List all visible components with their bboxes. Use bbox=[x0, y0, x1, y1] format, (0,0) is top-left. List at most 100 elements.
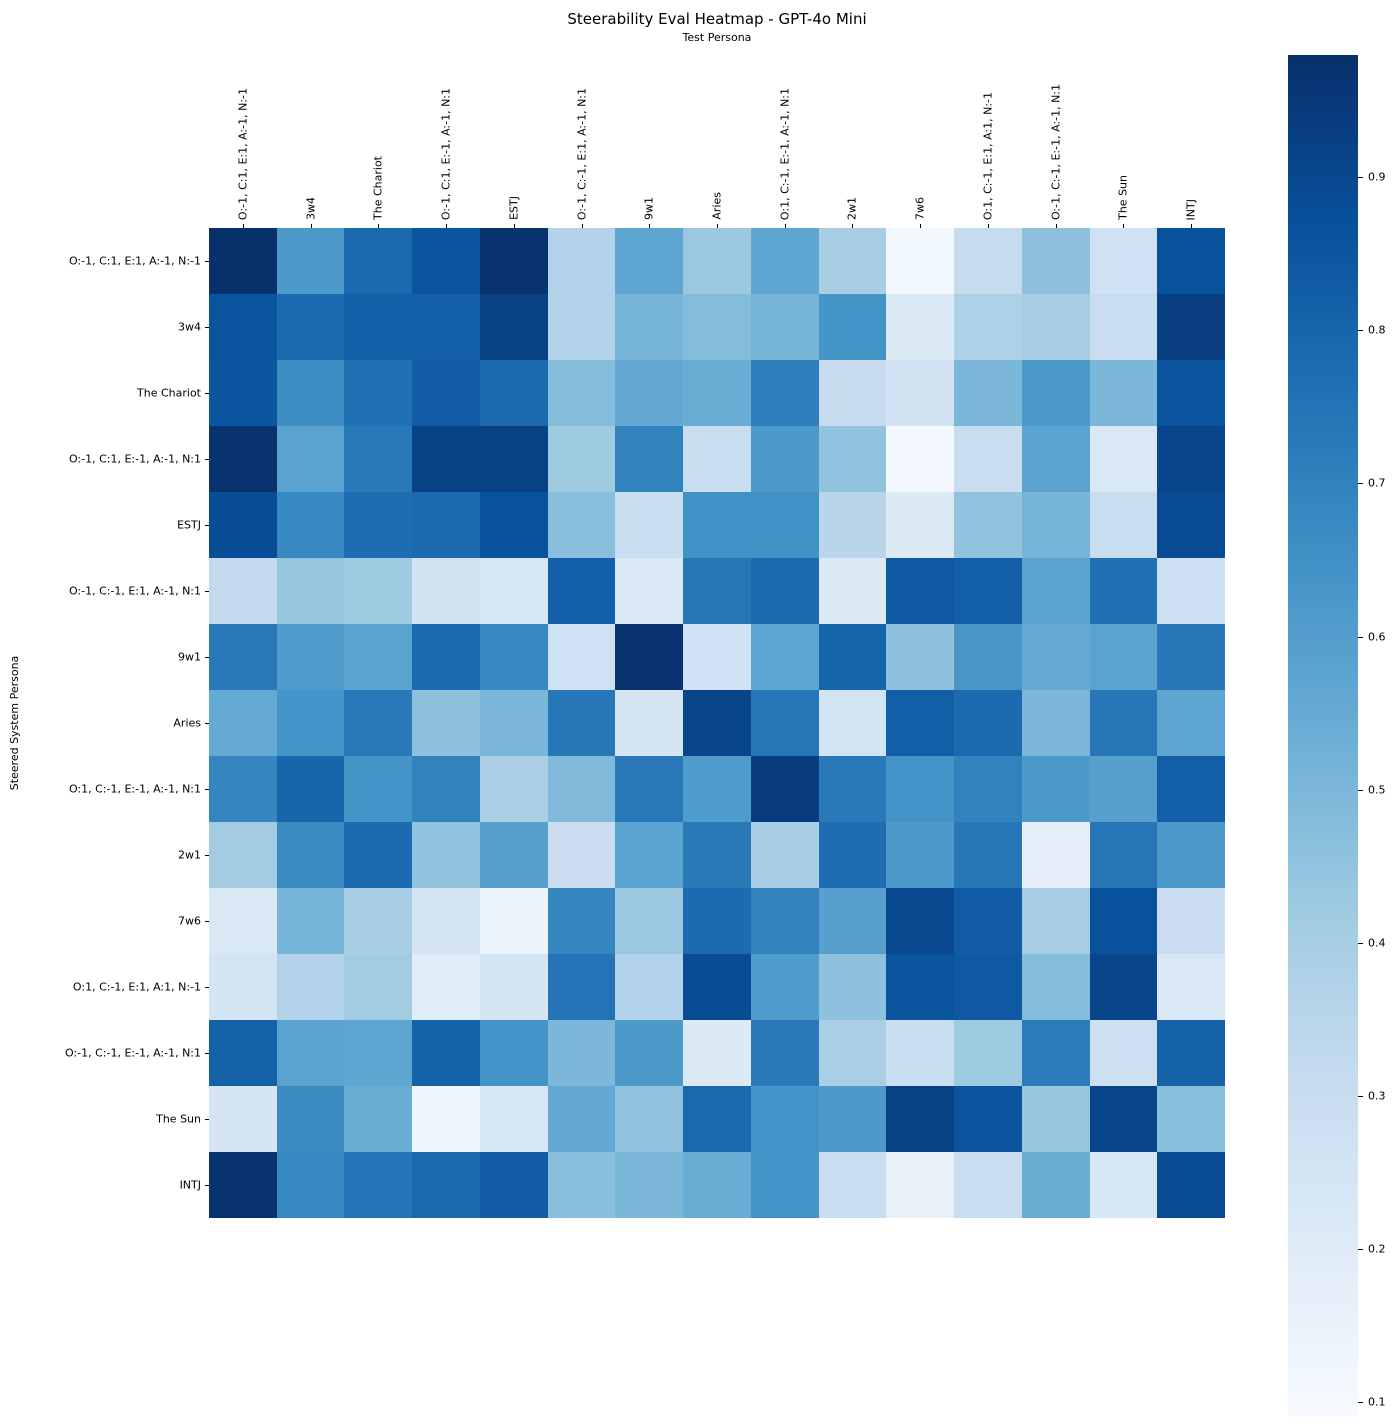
y-tick-label: 2w1 bbox=[178, 848, 201, 862]
colorbar-tick bbox=[1358, 483, 1363, 485]
heatmap-cell bbox=[1157, 426, 1225, 492]
heatmap-cell bbox=[276, 294, 345, 360]
heatmap-cell bbox=[412, 888, 480, 954]
y-axis-tick bbox=[205, 459, 209, 460]
x-axis-tick bbox=[987, 224, 989, 228]
heatmap-cell bbox=[479, 756, 548, 822]
x-tick-label: 9w1 bbox=[642, 197, 656, 220]
heatmap-cell bbox=[954, 1152, 1022, 1218]
y-axis-label: Steered System Persona bbox=[8, 655, 21, 791]
heatmap-cell bbox=[412, 756, 480, 822]
heatmap-cell bbox=[209, 954, 277, 1020]
heatmap-cell bbox=[344, 1152, 413, 1218]
heatmap-cell bbox=[479, 624, 548, 690]
heatmap-cell bbox=[1089, 954, 1158, 1020]
heatmap-cell bbox=[818, 954, 887, 1020]
heatmap-cell bbox=[750, 294, 819, 360]
heatmap-cell bbox=[954, 822, 1022, 888]
heatmap-cell bbox=[615, 1152, 684, 1218]
heatmap-cell bbox=[547, 690, 616, 756]
heatmap bbox=[209, 228, 1225, 1218]
heatmap-cell bbox=[886, 492, 955, 558]
y-tick-label: O:1, C:-1, E:1, A:1, N:-1 bbox=[72, 980, 201, 994]
heatmap-cell bbox=[615, 888, 684, 954]
colorbar-tick-label: 0.6 bbox=[1368, 630, 1386, 644]
heatmap-cell bbox=[954, 228, 1022, 294]
heatmap-cell bbox=[412, 1020, 480, 1086]
heatmap-cell bbox=[750, 624, 819, 690]
colorbar-tick bbox=[1358, 1401, 1363, 1403]
heatmap-cell bbox=[1021, 558, 1090, 624]
heatmap-cell bbox=[954, 756, 1022, 822]
heatmap-cell bbox=[683, 558, 751, 624]
x-axis-tick bbox=[378, 224, 380, 228]
heatmap-cell bbox=[1089, 360, 1158, 426]
y-tick-label: O:-1, C:1, E:-1, A:-1, N:1 bbox=[68, 452, 201, 466]
heatmap-cell bbox=[818, 426, 887, 492]
heatmap-cell bbox=[750, 690, 819, 756]
y-axis-tick bbox=[205, 1119, 209, 1120]
heatmap-cell bbox=[683, 1020, 751, 1086]
x-tick-label: O:-1, C:-1, E:-1, A:-1, N:1 bbox=[1049, 83, 1063, 220]
x-tick-label: O:1, C:-1, E:1, A:1, N:-1 bbox=[981, 91, 995, 220]
colorbar-tick bbox=[1358, 1248, 1363, 1250]
heatmap-cell bbox=[412, 624, 480, 690]
colorbar-tick-label: 0.8 bbox=[1368, 323, 1386, 337]
heatmap-cell bbox=[750, 1020, 819, 1086]
heatmap-cell bbox=[344, 954, 413, 1020]
heatmap-cell bbox=[344, 426, 413, 492]
heatmap-cell bbox=[209, 558, 277, 624]
heatmap-cell bbox=[209, 492, 277, 558]
x-tick-label: The Chariot bbox=[371, 156, 385, 220]
heatmap-cell bbox=[1157, 954, 1225, 1020]
heatmap-cell bbox=[209, 822, 277, 888]
heatmap-cell bbox=[209, 1086, 277, 1152]
y-axis-tick bbox=[205, 261, 209, 262]
heatmap-cell bbox=[1021, 1086, 1090, 1152]
heatmap-cell bbox=[615, 294, 684, 360]
heatmap-cell bbox=[615, 228, 684, 294]
heatmap-cell bbox=[1089, 822, 1158, 888]
heatmap-cell bbox=[209, 756, 277, 822]
heatmap-cell bbox=[954, 690, 1022, 756]
heatmap-cell bbox=[276, 954, 345, 1020]
heatmap-cell bbox=[750, 822, 819, 888]
heatmap-cell bbox=[683, 426, 751, 492]
heatmap-cell bbox=[1089, 492, 1158, 558]
heatmap-cell bbox=[412, 492, 480, 558]
y-tick-label: 3w4 bbox=[178, 320, 201, 334]
heatmap-cell bbox=[1089, 1020, 1158, 1086]
heatmap-cell bbox=[1157, 294, 1225, 360]
y-tick-label: O:-1, C:-1, E:1, A:-1, N:1 bbox=[68, 584, 201, 598]
y-axis-tick bbox=[205, 987, 209, 988]
heatmap-cell bbox=[615, 1020, 684, 1086]
heatmap-cell bbox=[886, 360, 955, 426]
heatmap-cell bbox=[886, 624, 955, 690]
heatmap-cell bbox=[615, 954, 684, 1020]
heatmap-cell bbox=[886, 558, 955, 624]
heatmap-cell bbox=[750, 756, 819, 822]
chart-title: Steerability Eval Heatmap - GPT-4o Mini bbox=[567, 10, 867, 28]
heatmap-cell bbox=[276, 492, 345, 558]
heatmap-cell bbox=[479, 1086, 548, 1152]
heatmap-cell bbox=[954, 1020, 1022, 1086]
heatmap-cell bbox=[750, 1152, 819, 1218]
heatmap-cell bbox=[344, 1020, 413, 1086]
heatmap-cell bbox=[209, 690, 277, 756]
heatmap-cell bbox=[479, 822, 548, 888]
heatmap-cell bbox=[954, 954, 1022, 1020]
heatmap-cell bbox=[412, 294, 480, 360]
heatmap-cell bbox=[954, 492, 1022, 558]
heatmap-cell bbox=[886, 1152, 955, 1218]
heatmap-cell bbox=[209, 228, 277, 294]
heatmap-cell bbox=[479, 954, 548, 1020]
heatmap-cell bbox=[886, 426, 955, 492]
heatmap-cell bbox=[412, 360, 480, 426]
heatmap-cell bbox=[818, 1152, 887, 1218]
heatmap-cell bbox=[276, 426, 345, 492]
x-axis-tick bbox=[581, 224, 583, 228]
x-tick-label: O:1, C:-1, E:-1, A:-1, N:1 bbox=[778, 87, 792, 220]
heatmap-cell bbox=[547, 888, 616, 954]
heatmap-cell bbox=[818, 756, 887, 822]
